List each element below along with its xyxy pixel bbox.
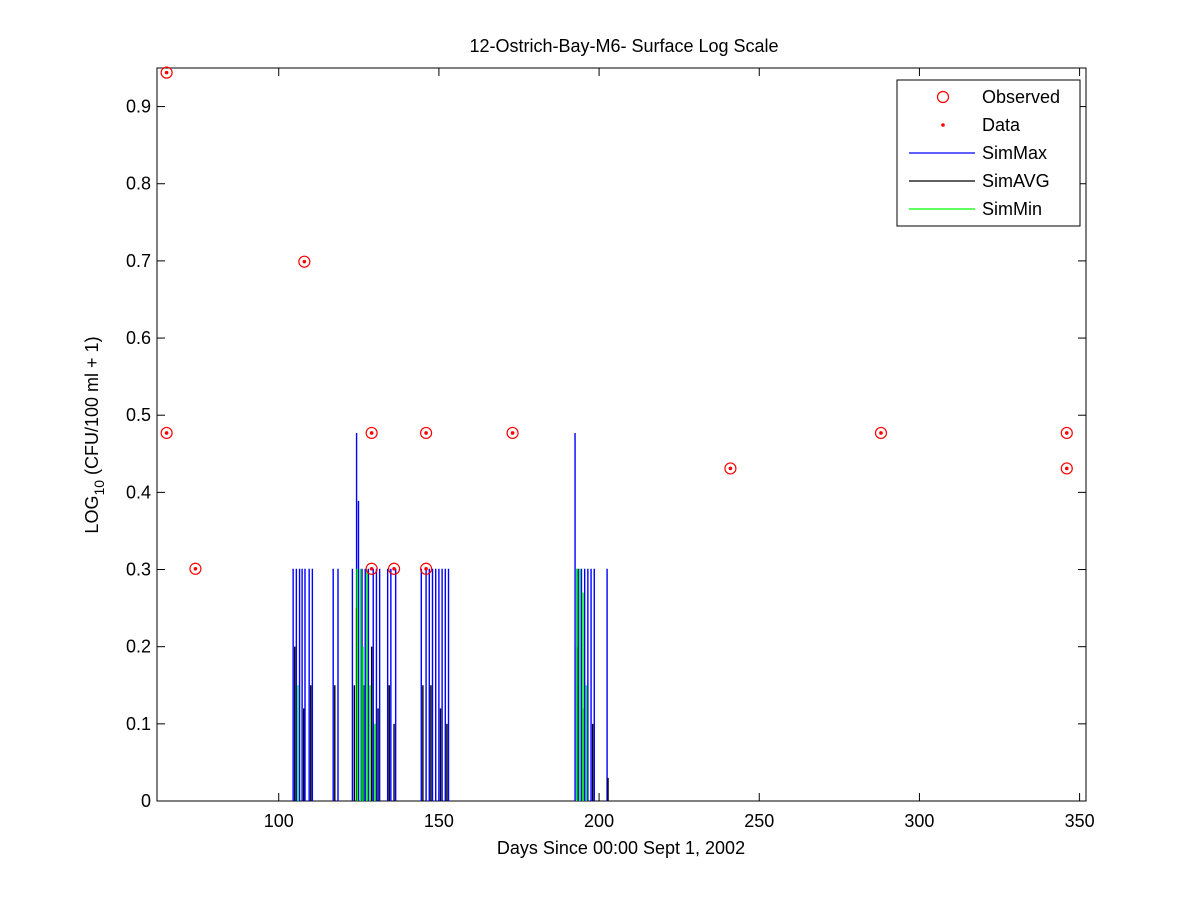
data-point <box>510 431 515 435</box>
x-tick-label: 250 <box>744 811 774 831</box>
observed-point <box>874 426 888 440</box>
observed-point <box>724 462 737 475</box>
data-point <box>879 431 883 435</box>
observed-point <box>365 426 378 440</box>
data-point <box>424 566 428 571</box>
y-axis-label-subscript: 10 <box>91 480 107 496</box>
chart-title: 12-Ostrich-Bay-M6- Surface Log Scale <box>469 36 778 56</box>
legend-observed-marker <box>936 90 950 104</box>
y-tick-label: 0 <box>141 791 151 811</box>
observed-point <box>419 562 433 575</box>
data-point <box>1064 431 1069 435</box>
legend-data-marker <box>941 123 945 127</box>
y-tick-label: 0.2 <box>126 637 151 657</box>
x-tick-label: 100 <box>264 811 294 831</box>
y-tick-label: 0.9 <box>126 97 151 117</box>
x-tick-label: 200 <box>584 811 614 831</box>
y-tick-label: 0.5 <box>126 405 151 425</box>
data-point <box>302 259 307 264</box>
data-point <box>164 431 169 435</box>
series <box>160 66 1073 801</box>
x-tick-label: 300 <box>904 811 934 831</box>
legend: Observed Data SimMax SimAVG SimMin <box>896 79 1081 227</box>
legend-label: Observed <box>982 87 1060 107</box>
y-axis-label: LOG10 (CFU/100 ml + 1) <box>82 336 107 533</box>
data-point <box>392 566 396 571</box>
legend-label: SimMin <box>982 199 1042 219</box>
y-tick-label: 0.6 <box>126 328 151 348</box>
x-tick-label: 350 <box>1065 811 1095 831</box>
observed-point <box>419 426 433 440</box>
y-axis-label-suffix: (CFU/100 ml + 1) <box>82 336 102 480</box>
y-tick-label: 0.8 <box>126 174 151 194</box>
data-point <box>728 466 733 471</box>
data-point <box>1064 466 1069 471</box>
observed-point <box>387 562 401 575</box>
y-tick-label: 0.1 <box>126 714 151 734</box>
y-tick-label: 0.3 <box>126 560 151 580</box>
x-axis-label: Days Since 00:00 Sept 1, 2002 <box>497 838 745 858</box>
observed-point <box>160 66 173 79</box>
observed-point <box>365 562 378 575</box>
observed-point <box>189 562 202 575</box>
legend-label: SimAVG <box>982 171 1050 191</box>
x-tick-label: 150 <box>424 811 454 831</box>
y-tick-label: 0.7 <box>126 251 151 271</box>
data-point <box>369 431 374 435</box>
data-point <box>369 566 374 571</box>
y-tick-label: 0.4 <box>126 482 151 502</box>
data-point <box>164 70 169 75</box>
data-point <box>424 431 428 435</box>
y-axis-label-prefix: LOG <box>82 496 102 534</box>
legend-label: Data <box>982 115 1021 135</box>
observed-point <box>160 426 173 440</box>
legend-label: SimMax <box>982 143 1047 163</box>
observed-point <box>506 426 519 440</box>
observed-point <box>1060 462 1073 475</box>
observed-point <box>298 255 311 268</box>
data-point <box>193 566 198 571</box>
observed-point <box>1060 426 1073 440</box>
